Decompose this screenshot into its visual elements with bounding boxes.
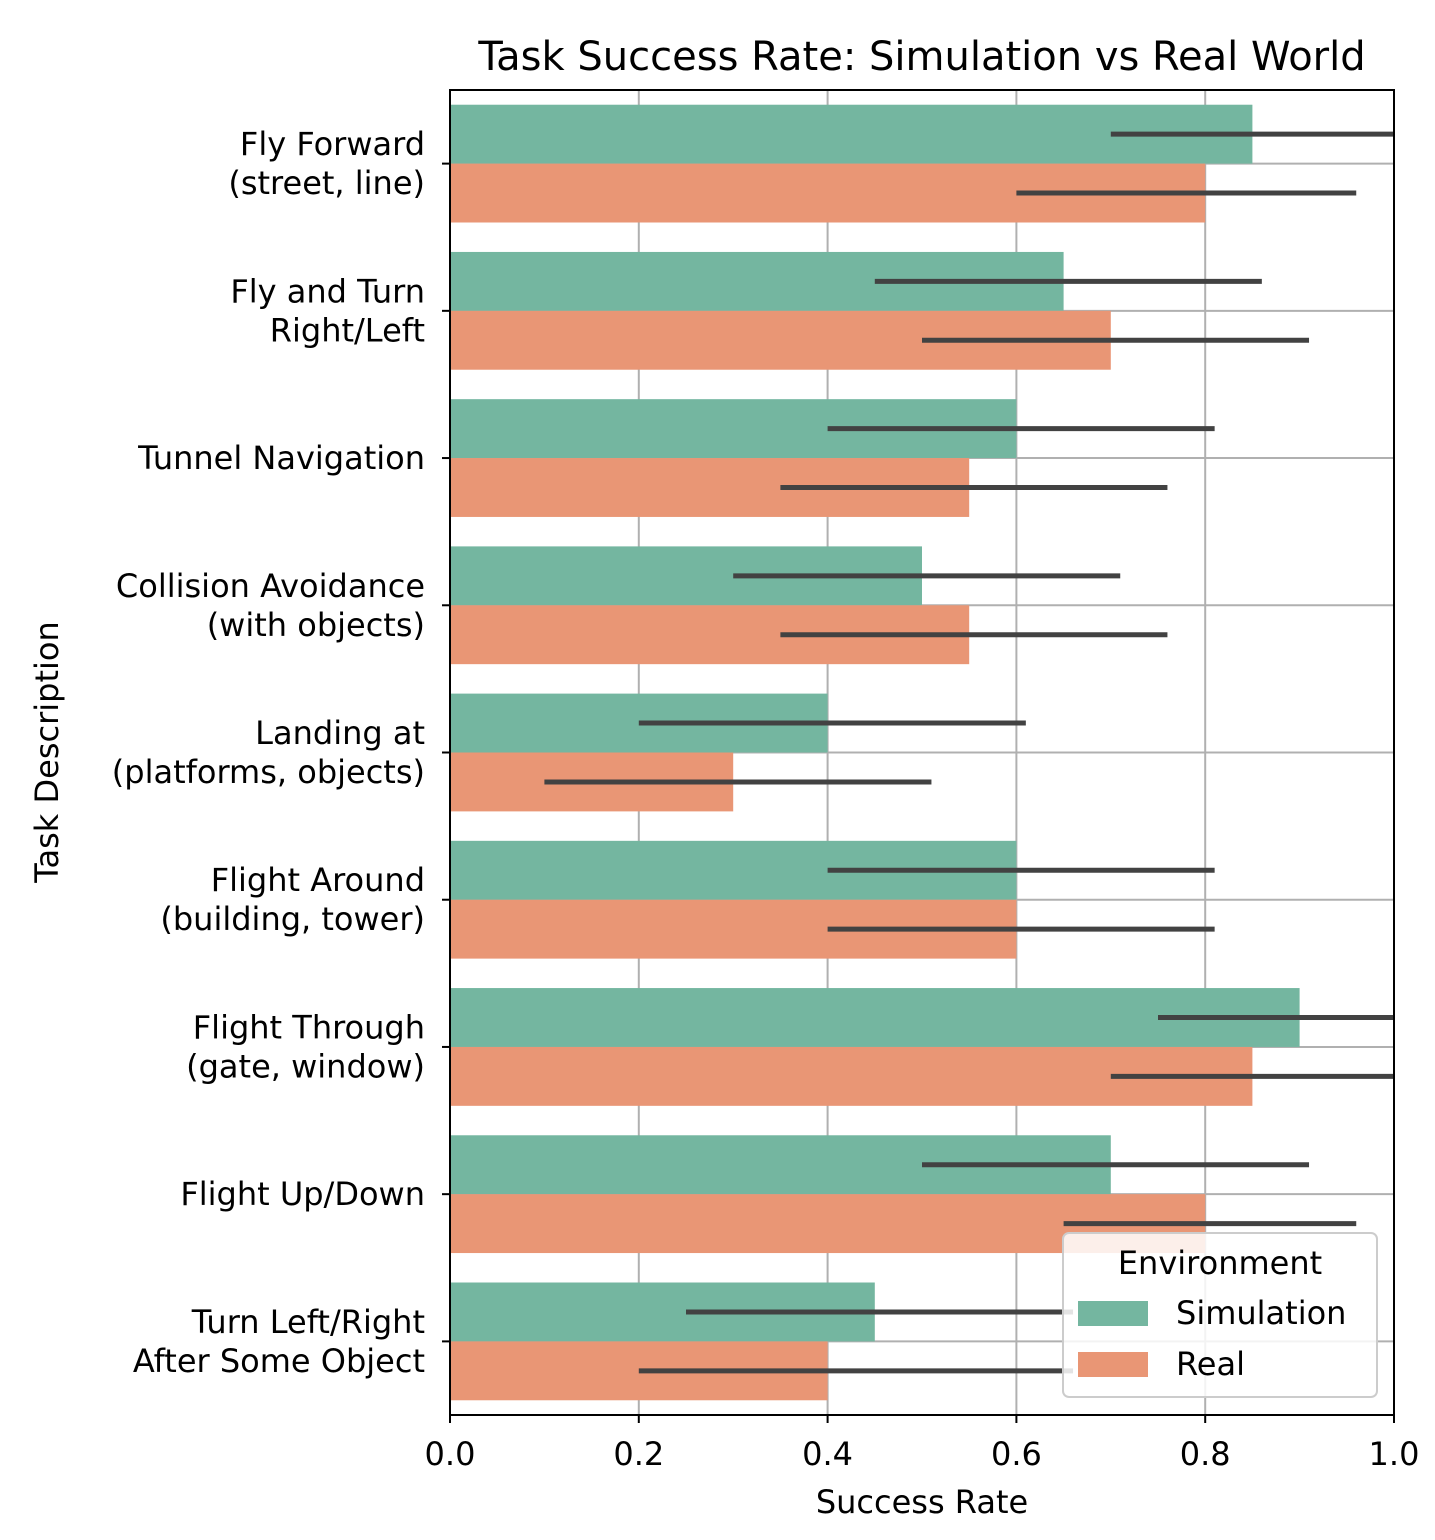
legend-label-simulation: Simulation (1176, 1294, 1346, 1332)
y-tick-label: Fly and Turn (230, 272, 425, 310)
y-tick-label: Flight Through (193, 1008, 425, 1046)
y-tick-label: Flight Up/Down (180, 1175, 425, 1213)
y-tick-label: (street, line) (228, 164, 425, 202)
x-tick-label: 0.4 (802, 1435, 853, 1473)
y-tick-label: Turn Left/Right (191, 1303, 425, 1341)
y-tick-label: Tunnel Navigation (137, 439, 425, 477)
y-tick-label: Collision Avoidance (116, 567, 425, 605)
error-bars (544, 131, 1394, 1374)
y-tick-label: (gate, window) (186, 1047, 425, 1085)
x-tick-label: 0.2 (613, 1435, 664, 1473)
y-tick-label: (with objects) (207, 606, 425, 644)
legend: Environment Simulation Real (1062, 1232, 1378, 1398)
legend-swatch-simulation (1078, 1301, 1148, 1326)
x-tick-label: 1.0 (1369, 1435, 1420, 1473)
y-axis: Fly Forward(street, line) Fly and TurnRig… (112, 125, 450, 1380)
legend-swatch-real (1078, 1352, 1148, 1377)
x-tick-label: 0.6 (991, 1435, 1042, 1473)
y-tick-label: Right/Left (270, 311, 425, 349)
x-axis-label: Success Rate (816, 1483, 1028, 1521)
y-tick-label: Flight Around (211, 861, 425, 899)
y-tick-label: Fly Forward (240, 125, 425, 163)
legend-title: Environment (1118, 1244, 1322, 1282)
y-tick-label: After Some Object (133, 1342, 425, 1380)
x-tick-label: 0.0 (425, 1435, 476, 1473)
y-axis-label: Task Description (28, 621, 66, 883)
legend-label-real: Real (1176, 1345, 1245, 1383)
x-tick-label: 0.8 (1180, 1435, 1231, 1473)
chart-title: Task Success Rate: Simulation vs Real Wo… (477, 34, 1365, 80)
y-tick-label: Landing at (255, 714, 425, 752)
x-axis: 0.0 0.2 0.4 0.6 0.8 1.0 (425, 1415, 1420, 1473)
y-tick-label: (building, tower) (160, 900, 425, 938)
y-tick-label: (platforms, objects) (112, 753, 425, 791)
